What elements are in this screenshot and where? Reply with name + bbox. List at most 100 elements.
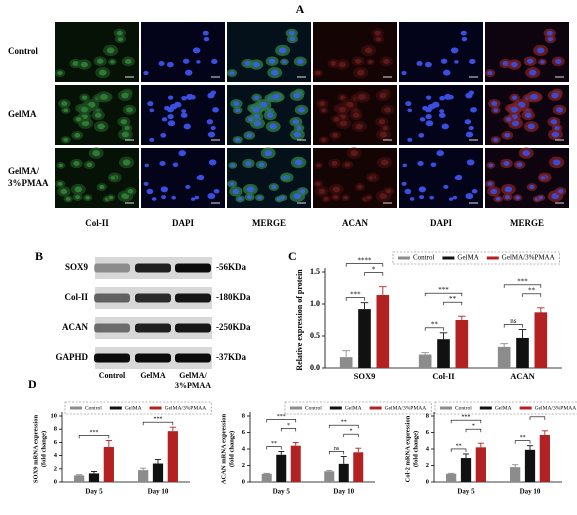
y-axis-label: SOX9 mRNA expression — [32, 415, 39, 484]
nucleus — [161, 195, 167, 200]
nucleus — [282, 176, 288, 180]
nucleus — [85, 195, 90, 200]
nucleus — [419, 117, 426, 122]
bar — [510, 467, 521, 482]
significance-bracket — [364, 272, 384, 276]
y-axis-label: (fold change) — [412, 431, 419, 467]
size-label: -180KDa — [216, 292, 251, 302]
nucleus — [253, 120, 262, 127]
nucleus — [368, 60, 373, 64]
significance-bracket — [345, 297, 365, 301]
micrograph — [399, 22, 483, 82]
significance-label: *** — [154, 417, 163, 423]
significance-label: ns — [510, 317, 517, 325]
legend-swatch — [440, 406, 452, 410]
nucleus — [230, 163, 236, 168]
nucleus — [368, 176, 374, 180]
nucleus — [58, 163, 64, 168]
nucleus — [450, 47, 459, 54]
legend-label: GelMA/3%PMAA — [502, 254, 555, 262]
error-bar — [439, 332, 448, 340]
significance-bracket — [280, 428, 297, 432]
nucleus — [407, 108, 413, 113]
nucleus — [510, 61, 518, 68]
nucleus — [366, 195, 372, 200]
blot-band — [175, 323, 211, 333]
nucleus — [235, 108, 241, 113]
bar — [167, 431, 178, 482]
nucleus — [282, 60, 287, 64]
nucleus — [181, 96, 187, 101]
nucleus — [99, 184, 105, 190]
y-tick-label: 0.5 — [310, 331, 320, 340]
nucleus — [233, 101, 240, 107]
y-tick-label: 8 — [242, 412, 246, 419]
error-bar — [355, 447, 362, 453]
nucleus — [121, 131, 130, 138]
y-tick-label: 2 — [426, 462, 429, 469]
nucleus — [425, 114, 432, 120]
error-bar — [518, 329, 527, 338]
significance-bracket — [465, 428, 482, 433]
nucleus — [379, 92, 387, 99]
nucleus — [530, 93, 538, 100]
nucleus — [383, 58, 390, 65]
nucleus — [504, 132, 511, 138]
nucleus — [343, 195, 348, 200]
nucleus — [356, 69, 365, 76]
nucleus — [385, 188, 392, 194]
y-axis-label: Relative expression of protein — [295, 269, 304, 371]
y-axis-label: ACAN mRNA expression — [220, 413, 227, 484]
legend-swatch — [329, 406, 342, 410]
error-bar — [342, 350, 350, 358]
nucleus — [440, 58, 448, 64]
nucleus — [536, 47, 545, 54]
y-tick-label: 1.5 — [310, 267, 320, 276]
nucleus — [268, 58, 276, 64]
nucleus — [299, 188, 306, 194]
error-bar — [526, 445, 534, 450]
nucleus — [161, 117, 168, 122]
nucleus — [116, 30, 123, 36]
nucleus — [318, 188, 326, 195]
significance-label: ** — [431, 320, 439, 328]
panel-letter: A — [296, 2, 305, 16]
significance-label: **** — [358, 256, 373, 264]
nucleus — [92, 150, 100, 157]
nucleus — [206, 119, 214, 125]
nucleus — [425, 120, 434, 127]
nucleus — [540, 176, 546, 180]
legend-label: GelMA — [125, 405, 142, 411]
blot-band — [175, 263, 211, 273]
nucleus — [524, 112, 532, 118]
nucleus — [143, 181, 149, 186]
y-tick-label: 4 — [242, 445, 246, 452]
nucleus — [63, 108, 69, 113]
nucleus — [247, 195, 253, 200]
nucleus — [246, 186, 255, 193]
nucleus — [80, 106, 88, 113]
nucleus — [338, 106, 346, 113]
nucleus — [338, 61, 346, 68]
error-bar — [154, 459, 162, 464]
nucleus — [546, 30, 553, 36]
nucleus — [207, 92, 215, 99]
significance-label: * — [472, 424, 475, 430]
nucleus — [554, 125, 560, 131]
row-label: GelMA/ — [8, 166, 39, 176]
nucleus — [344, 162, 351, 168]
nucleus — [245, 160, 252, 166]
nucleus — [418, 132, 425, 138]
nucleus — [438, 112, 446, 118]
bar — [358, 309, 371, 368]
nucleus — [321, 108, 327, 113]
nucleus — [487, 70, 493, 76]
blot-band — [94, 353, 130, 363]
lane-label: GelMA — [140, 371, 166, 380]
nucleus — [298, 107, 305, 113]
nucleus — [120, 119, 128, 125]
nucleus — [296, 125, 302, 131]
nucleus — [235, 137, 241, 142]
nucleus — [510, 106, 518, 113]
nucleus — [441, 123, 449, 130]
